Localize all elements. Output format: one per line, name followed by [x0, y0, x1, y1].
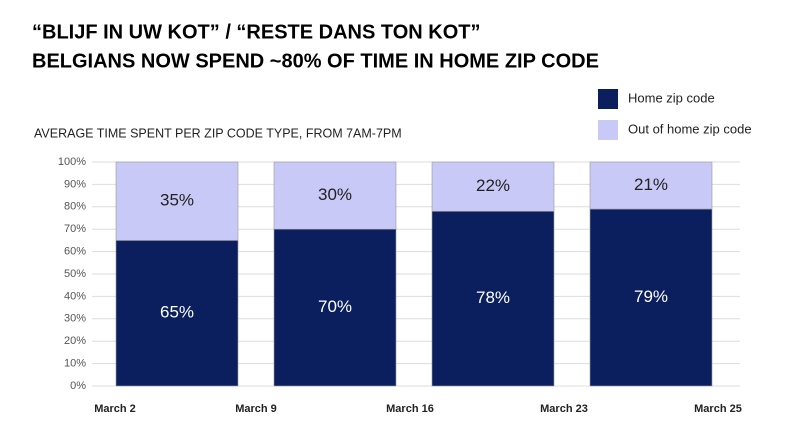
legend-swatch: [598, 120, 618, 140]
y-tick-label: 50%: [64, 268, 86, 280]
x-tick-label: March 23: [540, 403, 588, 415]
data-label: 30%: [318, 185, 352, 204]
chart-subtitle: AVERAGE TIME SPENT PER ZIP CODE TYPE, FR…: [34, 126, 402, 140]
bar-segment: [431, 161, 555, 212]
y-tick-label: 40%: [64, 290, 86, 302]
data-label: 21%: [634, 175, 668, 194]
x-tick-label: March 16: [386, 403, 434, 415]
y-tick-label: 70%: [64, 223, 86, 235]
bar-segment: [431, 210, 555, 387]
data-label: 35%: [160, 191, 194, 210]
y-tick-label: 90%: [64, 178, 86, 190]
bar-segment: [589, 208, 713, 387]
data-label: 70%: [318, 297, 352, 316]
bar-segment: [589, 161, 713, 210]
y-tick-label: 80%: [64, 201, 86, 213]
bar-segment: [115, 240, 239, 387]
y-tick-label: 0%: [70, 380, 86, 392]
data-label: 22%: [476, 176, 510, 195]
y-tick-label: 100%: [58, 156, 86, 168]
y-tick-label: 30%: [64, 313, 86, 325]
x-tick-label: March 9: [235, 403, 277, 415]
x-tick-label: March 25: [694, 403, 742, 415]
legend-label: Out of home zip code: [628, 121, 752, 136]
legend-label: Home zip code: [628, 90, 715, 105]
y-tick-label: 10%: [64, 358, 86, 370]
data-label: 65%: [160, 303, 194, 322]
y-tick-label: 60%: [64, 246, 86, 258]
bar-segment: [273, 161, 397, 230]
bar-segment: [273, 228, 397, 387]
chart-title: “BLIJF IN UW KOT” / “RESTE DANS TON KOT”: [32, 21, 481, 43]
data-label: 78%: [476, 288, 510, 307]
y-tick-label: 20%: [64, 335, 86, 347]
legend-swatch: [598, 89, 618, 109]
chart-title: BELGIANS NOW SPEND ~80% OF TIME IN HOME …: [32, 50, 599, 72]
x-tick-label: March 2: [94, 403, 136, 415]
bar-segment: [115, 161, 239, 241]
data-label: 79%: [634, 287, 668, 306]
